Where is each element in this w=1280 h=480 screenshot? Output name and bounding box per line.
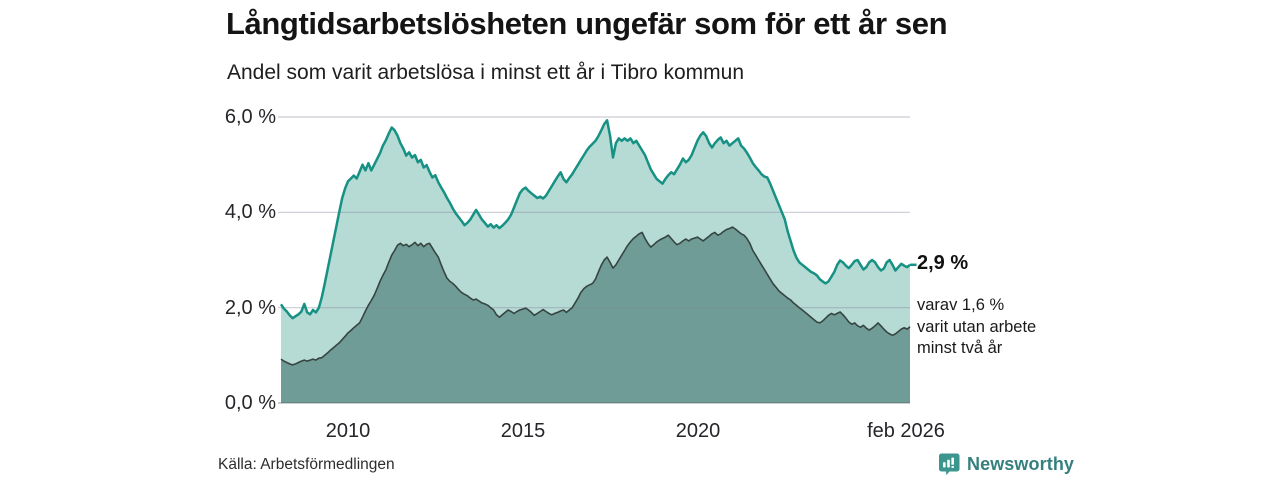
area-chart-plot bbox=[278, 116, 917, 404]
y-axis-tick-label: 2,0 % bbox=[224, 297, 276, 319]
x-axis-tick-label: 2020 bbox=[675, 420, 721, 442]
newsworthy-logo[interactable]: Newsworthy bbox=[938, 451, 1074, 477]
newsworthy-icon bbox=[939, 453, 960, 475]
end-value-label: 2,9 % bbox=[917, 252, 969, 274]
page-subtitle: Andel som varit arbetslösa i minst ett å… bbox=[227, 61, 745, 84]
end-value-detail-label: varav 1,6 % varit utan arbete minst två … bbox=[917, 296, 1037, 357]
x-axis-tick-label: 2015 bbox=[500, 420, 546, 442]
y-axis-tick-label: 0,0 % bbox=[224, 392, 276, 414]
newsworthy-wordmark: Newsworthy bbox=[967, 453, 1075, 474]
y-axis-tick-label: 4,0 % bbox=[224, 201, 276, 223]
page-title: Långtidsarbetslösheten ungefär som för e… bbox=[226, 6, 948, 41]
y-axis-tick-label: 6,0 % bbox=[224, 106, 276, 128]
source-note: Källa: Arbetsförmedlingen bbox=[218, 456, 395, 473]
x-axis-tick-label: 2010 bbox=[325, 420, 371, 442]
x-axis-tick-label: feb 2026 bbox=[867, 420, 945, 442]
